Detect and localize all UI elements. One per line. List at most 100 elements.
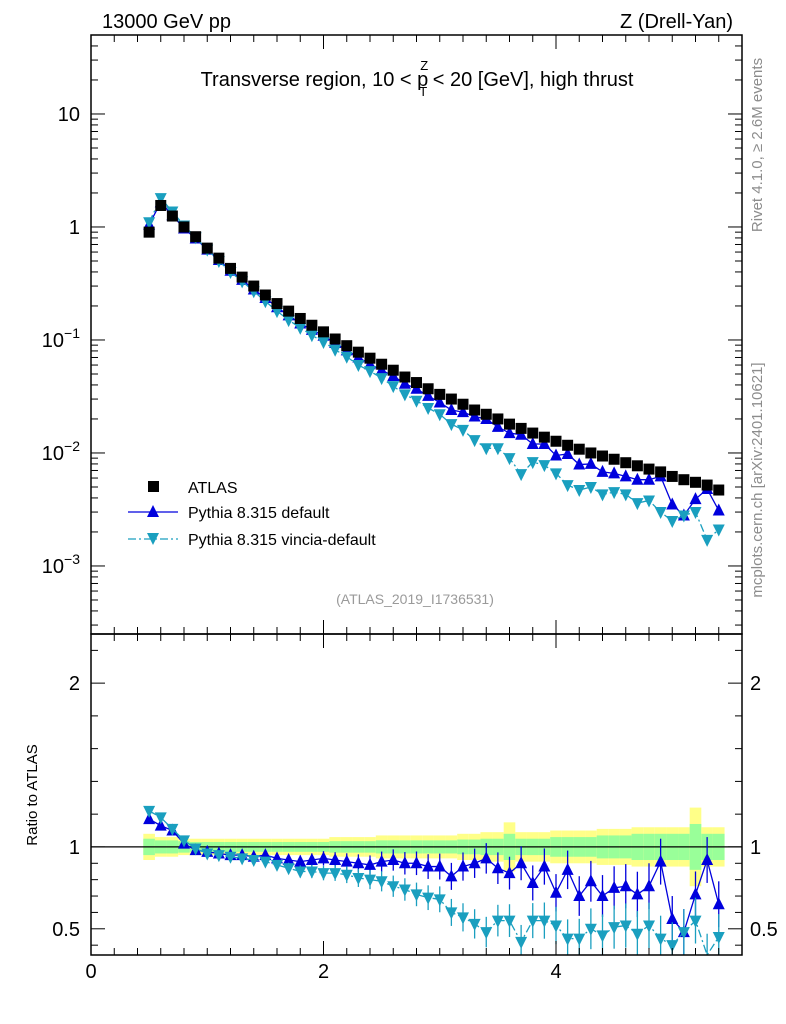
ratio-point-vincia	[550, 920, 562, 933]
main-point-vincia	[375, 373, 388, 386]
ratio-point-vincia	[631, 928, 644, 941]
ratio-point-vincia	[689, 915, 702, 928]
ratio-point-vincia	[375, 876, 388, 889]
main-point-atlas	[201, 242, 213, 254]
ratio-x-tick-label: 4	[550, 961, 561, 983]
ratio-point-vincia	[457, 912, 469, 925]
ratio-point-vincia	[468, 918, 481, 931]
main-y-tick-label: 10	[58, 104, 80, 126]
main-point-pythia_default	[584, 456, 597, 469]
main-point-atlas	[294, 312, 306, 324]
main-point-vincia	[619, 489, 632, 502]
main-point-pythia_default	[433, 395, 446, 408]
ratio-point-vincia	[491, 915, 504, 928]
main-point-pythia_default	[689, 492, 702, 505]
main-point-atlas	[469, 404, 481, 416]
legend-vincia-marker	[147, 533, 159, 545]
main-point-vincia	[340, 351, 353, 364]
main-y-tick-label: 10−3	[42, 551, 80, 578]
main-point-pythia_default	[457, 405, 469, 418]
main-point-atlas	[341, 340, 353, 352]
main-point-vincia	[329, 344, 342, 357]
main-point-vincia	[503, 453, 516, 466]
ratio-axis-ticks	[90, 634, 743, 955]
main-point-pythia_default	[503, 426, 516, 439]
main-point-vincia	[712, 524, 725, 537]
ratio-point-pythia_default	[422, 859, 435, 872]
ratio-point-vincia	[526, 915, 539, 928]
main-point-vincia	[526, 457, 539, 470]
main-y-tick-label: 1	[69, 217, 80, 239]
main-point-atlas	[259, 289, 271, 301]
main-point-vincia	[480, 443, 493, 456]
ratio-point-pythia_default	[538, 859, 551, 872]
main-point-atlas	[399, 371, 411, 383]
ratio-point-vincia	[317, 868, 330, 881]
main-point-atlas	[655, 466, 667, 478]
ratio-point-pythia_default	[317, 851, 330, 864]
ratio-point-vincia	[712, 931, 725, 944]
ratio-point-vincia	[596, 930, 609, 943]
main-point-vincia	[398, 389, 411, 402]
main-point-atlas	[178, 221, 190, 233]
ratio-y-tick-label-left: 1	[69, 837, 80, 859]
ratio-y-tick-label-right: 1	[750, 837, 761, 859]
main-y-tick-labels: 10 1 10−1 10−2 10−3	[42, 104, 80, 578]
main-axis-ticks	[90, 34, 743, 634]
main-point-atlas	[585, 447, 597, 459]
main-point-vincia	[364, 366, 376, 379]
ratio-point-pythia_default	[364, 857, 376, 870]
main-point-atlas	[283, 305, 295, 317]
main-point-atlas	[271, 298, 283, 310]
ratio-point-pythia_default	[480, 851, 493, 864]
ratio-point-vincia	[282, 863, 295, 876]
main-point-atlas	[620, 457, 632, 469]
ratio-x-tick-label: 2	[318, 961, 329, 983]
main-point-pythia_default	[561, 446, 574, 459]
ratio-point-pythia_default	[445, 869, 458, 882]
main-point-atlas	[643, 463, 655, 475]
ratio-point-vincia	[201, 848, 214, 861]
ratio-point-vincia	[480, 927, 493, 940]
ratio-y-tick-label-left: 0.5	[52, 919, 80, 941]
legend-atlas-label: ATLAS	[188, 480, 238, 497]
main-point-vincia	[550, 468, 562, 481]
main-point-atlas	[562, 439, 574, 451]
main-title: Transverse region, 10 < pZ T < 20 [GeV], …	[201, 58, 634, 99]
main-point-vincia	[317, 336, 330, 349]
main-point-atlas	[155, 199, 167, 211]
main-point-atlas	[213, 252, 225, 264]
main-point-atlas	[434, 388, 446, 400]
analysis-watermark: (ATLAS_2019_I1736531)	[336, 591, 494, 607]
ratio-point-pythia_default	[596, 889, 609, 902]
ratio-point-vincia	[573, 933, 586, 946]
ratio-point-vincia	[212, 850, 225, 863]
main-y-tick-label: 10−1	[42, 325, 80, 352]
ratio-point-vincia	[643, 920, 655, 933]
ratio-point-pythia_default	[643, 879, 655, 892]
main-point-pythia_default	[619, 469, 632, 482]
ratio-point-pythia_default	[410, 856, 423, 869]
ratio-point-vincia	[294, 866, 307, 879]
main-point-vincia	[643, 495, 655, 508]
ratio-point-vincia	[654, 933, 667, 946]
main-point-vincia	[573, 485, 586, 498]
ratio-series	[143, 805, 725, 957]
ratio-y-axis-label: Ratio to ATLAS	[24, 744, 41, 845]
ratio-point-vincia	[154, 812, 167, 825]
main-point-atlas	[573, 443, 585, 455]
main-point-atlas	[515, 422, 527, 434]
main-point-vincia	[422, 403, 435, 416]
main-point-atlas	[631, 460, 643, 472]
ratio-point-pythia_default	[608, 880, 621, 893]
main-point-atlas	[457, 398, 469, 410]
legend-pythia-marker	[147, 505, 159, 517]
main-point-atlas	[597, 450, 608, 462]
main-point-vincia	[282, 315, 295, 328]
ratio-y-tick-label-right: 2	[750, 673, 761, 695]
ratio-point-pythia_default	[526, 875, 539, 888]
main-point-atlas	[445, 393, 457, 405]
main-point-vincia	[271, 306, 283, 319]
main-point-vincia	[294, 322, 307, 335]
main-point-atlas	[190, 231, 202, 243]
